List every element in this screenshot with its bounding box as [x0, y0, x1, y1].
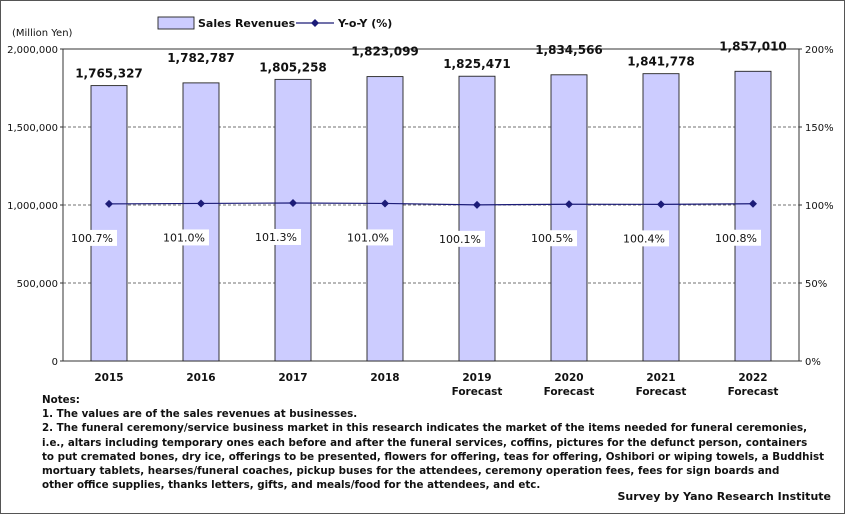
- revenue-value-label: 1,823,099: [351, 45, 419, 59]
- category-year-label: 2019: [462, 372, 491, 384]
- revenue-value-label: 1,841,778: [627, 55, 695, 69]
- right-axis-tick-label: 0%: [805, 357, 821, 368]
- left-axis-unit-label: (Million Yen): [12, 28, 73, 39]
- category-forecast-label: Forecast: [544, 386, 595, 395]
- note-line: 2. The funeral ceremony/service business…: [42, 422, 808, 435]
- right-axis-tick-label: 200%: [805, 45, 834, 56]
- note-line: to put cremated bones, dry ice, offering…: [42, 450, 825, 463]
- yoy-value-label: 101.0%: [163, 231, 205, 244]
- yoy-marker: [657, 200, 665, 209]
- note-line: other office supplies, thanks letters, g…: [42, 479, 541, 492]
- yoy-value-label: 100.1%: [439, 233, 481, 246]
- yoy-label-background: [435, 230, 485, 247]
- revenue-bar: [458, 75, 496, 362]
- right-axis-tick-label: 50%: [805, 279, 827, 290]
- revenue-value-label: 1,834,566: [535, 43, 603, 57]
- source-credit: Survey by Yano Research Institute: [617, 490, 831, 503]
- category-year-label: 2017: [278, 372, 307, 384]
- yoy-marker: [105, 199, 113, 208]
- revenue-bar: [182, 82, 220, 362]
- note-line: i.e., altars including temporary ones ea…: [42, 436, 808, 449]
- yoy-label-background: [619, 230, 669, 247]
- yoy-value-label: 100.4%: [623, 232, 665, 245]
- revenue-value-label: 1,765,327: [75, 67, 143, 81]
- category-forecast-label: Forecast: [452, 386, 503, 395]
- yoy-marker: [565, 200, 573, 209]
- revenue-value-label: 1,825,471: [443, 57, 511, 71]
- yoy-marker: [381, 199, 389, 208]
- legend-bar-swatch: [157, 16, 195, 30]
- legend-line-marker: [311, 19, 319, 27]
- right-axis-tick-label: 150%: [805, 123, 834, 134]
- revenue-bar: [90, 85, 128, 362]
- notes-heading: Notes:: [42, 394, 80, 406]
- left-axis-tick-label: 500,000: [17, 279, 58, 290]
- yoy-marker: [197, 199, 205, 208]
- notes: Notes: 1. The values are of the sales re…: [42, 393, 825, 492]
- legend-line-label: Y-o-Y (%): [337, 17, 392, 30]
- right-axis-tick-label: 100%: [805, 201, 834, 212]
- yoy-value-label: 100.5%: [531, 232, 573, 245]
- yoy-label-background: [711, 229, 761, 246]
- revenue-bar: [550, 74, 588, 362]
- yoy-label-background: [67, 229, 117, 246]
- revenue-bar: [274, 78, 312, 362]
- yoy-value-label: 101.0%: [347, 231, 389, 244]
- revenue-value-label: 1,782,787: [167, 51, 235, 65]
- sales-revenue-chart: 0 500,000 1,000,000 1,500,000 2,000,000 0% 50%…: [7, 16, 834, 395]
- category-year-label: 2021: [646, 372, 675, 384]
- yoy-marker: [749, 199, 757, 208]
- legend-bar-label: Sales Revenues: [198, 17, 296, 30]
- category-year-label: 2016: [186, 372, 215, 384]
- note-line: 1. The values are of the sales revenues …: [42, 408, 358, 421]
- left-axis-tick-label: 1,500,000: [7, 123, 58, 134]
- yoy-label-background: [343, 229, 393, 246]
- left-axis-tick-label: 1,000,000: [7, 201, 58, 212]
- yoy-value-label: 100.7%: [71, 232, 113, 245]
- yoy-marker: [473, 200, 481, 209]
- yoy-label-background: [527, 230, 577, 247]
- yoy-line: [108, 202, 754, 206]
- category-year-label: 2018: [370, 372, 399, 384]
- revenue-bar: [366, 76, 404, 362]
- yoy-label-background: [251, 228, 301, 245]
- revenue-value-label: 1,805,258: [259, 60, 327, 74]
- revenue-bar: [642, 73, 680, 362]
- yoy-value-label: 101.3%: [255, 231, 297, 244]
- category-year-label: 2022: [738, 372, 767, 384]
- revenue-bar: [734, 70, 772, 362]
- yoy-label-background: [159, 229, 209, 246]
- yoy-value-label: 100.8%: [715, 232, 757, 245]
- yoy-marker: [289, 198, 297, 207]
- category-year-label: 2015: [94, 372, 123, 384]
- category-forecast-label: Forecast: [636, 386, 687, 395]
- revenue-value-label: 1,857,010: [719, 39, 787, 53]
- note-line: mortuary tablets, hearses/funeral coache…: [42, 465, 780, 478]
- left-axis-tick-label: 0: [52, 357, 58, 368]
- left-axis-tick-label: 2,000,000: [7, 45, 58, 56]
- category-year-label: 2020: [554, 372, 583, 384]
- category-forecast-label: Forecast: [728, 386, 779, 395]
